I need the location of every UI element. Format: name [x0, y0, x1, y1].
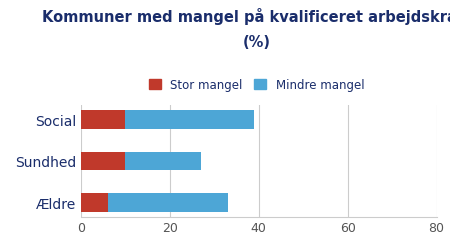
Text: (%): (%)	[243, 35, 270, 50]
Bar	[126, 111, 254, 129]
Legend: Stor mangel, Mindre mangel: Stor mangel, Mindre mangel	[144, 74, 369, 96]
Bar	[81, 193, 108, 212]
Bar	[126, 152, 201, 171]
Bar	[81, 111, 126, 129]
Bar	[108, 193, 228, 212]
Text: Kommuner med mangel på kvalificeret arbejdskraft: Kommuner med mangel på kvalificeret arbe…	[42, 8, 450, 24]
Bar	[81, 152, 126, 171]
